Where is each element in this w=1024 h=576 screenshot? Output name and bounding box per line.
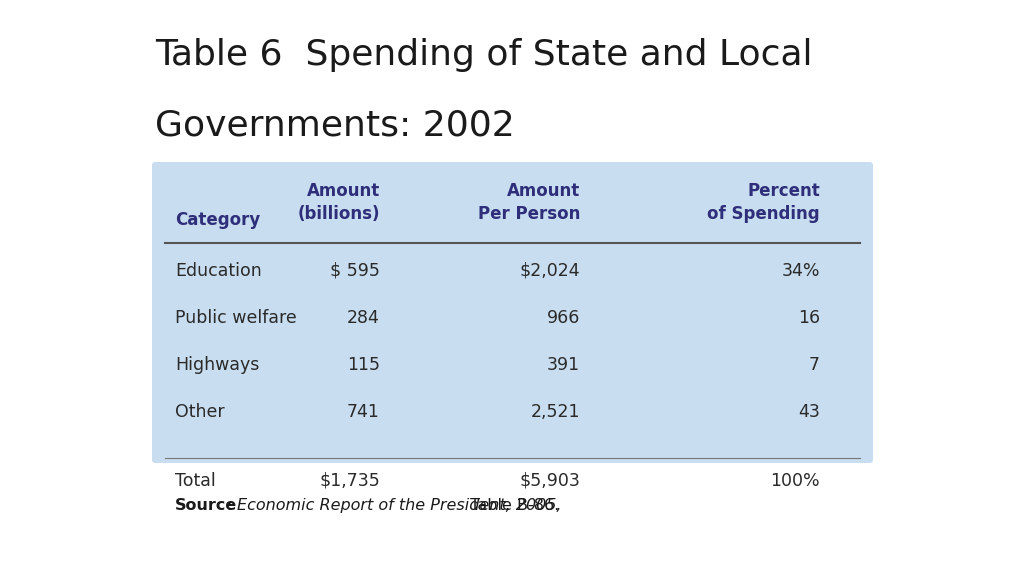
Text: 34%: 34%: [781, 262, 820, 280]
Text: 966: 966: [547, 309, 580, 327]
Text: 100%: 100%: [770, 472, 820, 490]
Text: $1,735: $1,735: [319, 472, 380, 490]
Text: 391: 391: [547, 356, 580, 374]
Text: Total: Total: [175, 472, 216, 490]
Text: $5,903: $5,903: [519, 472, 580, 490]
Text: Amount
(billions): Amount (billions): [298, 182, 380, 223]
Text: Percent
of Spending: Percent of Spending: [708, 182, 820, 223]
Text: 43: 43: [798, 403, 820, 421]
Text: :: :: [227, 498, 238, 513]
Text: Public welfare: Public welfare: [175, 309, 297, 327]
FancyBboxPatch shape: [152, 162, 873, 463]
Text: 7: 7: [809, 356, 820, 374]
Text: 2,521: 2,521: [530, 403, 580, 421]
Text: Education: Education: [175, 262, 262, 280]
Text: Economic Report of the President, 2005,: Economic Report of the President, 2005,: [237, 498, 561, 513]
Text: Category: Category: [175, 211, 260, 229]
Text: $2,024: $2,024: [519, 262, 580, 280]
Text: Table B-86.: Table B-86.: [465, 498, 559, 513]
Text: Source: Source: [175, 498, 238, 513]
Text: 741: 741: [347, 403, 380, 421]
Text: $ 595: $ 595: [330, 262, 380, 280]
Text: Highways: Highways: [175, 356, 259, 374]
Text: Governments: 2002: Governments: 2002: [155, 108, 515, 142]
Text: 16: 16: [798, 309, 820, 327]
Text: Other: Other: [175, 403, 224, 421]
Text: 115: 115: [347, 356, 380, 374]
Text: Amount
Per Person: Amount Per Person: [477, 182, 580, 223]
Text: Table 6  Spending of State and Local: Table 6 Spending of State and Local: [155, 38, 812, 72]
Text: 284: 284: [347, 309, 380, 327]
